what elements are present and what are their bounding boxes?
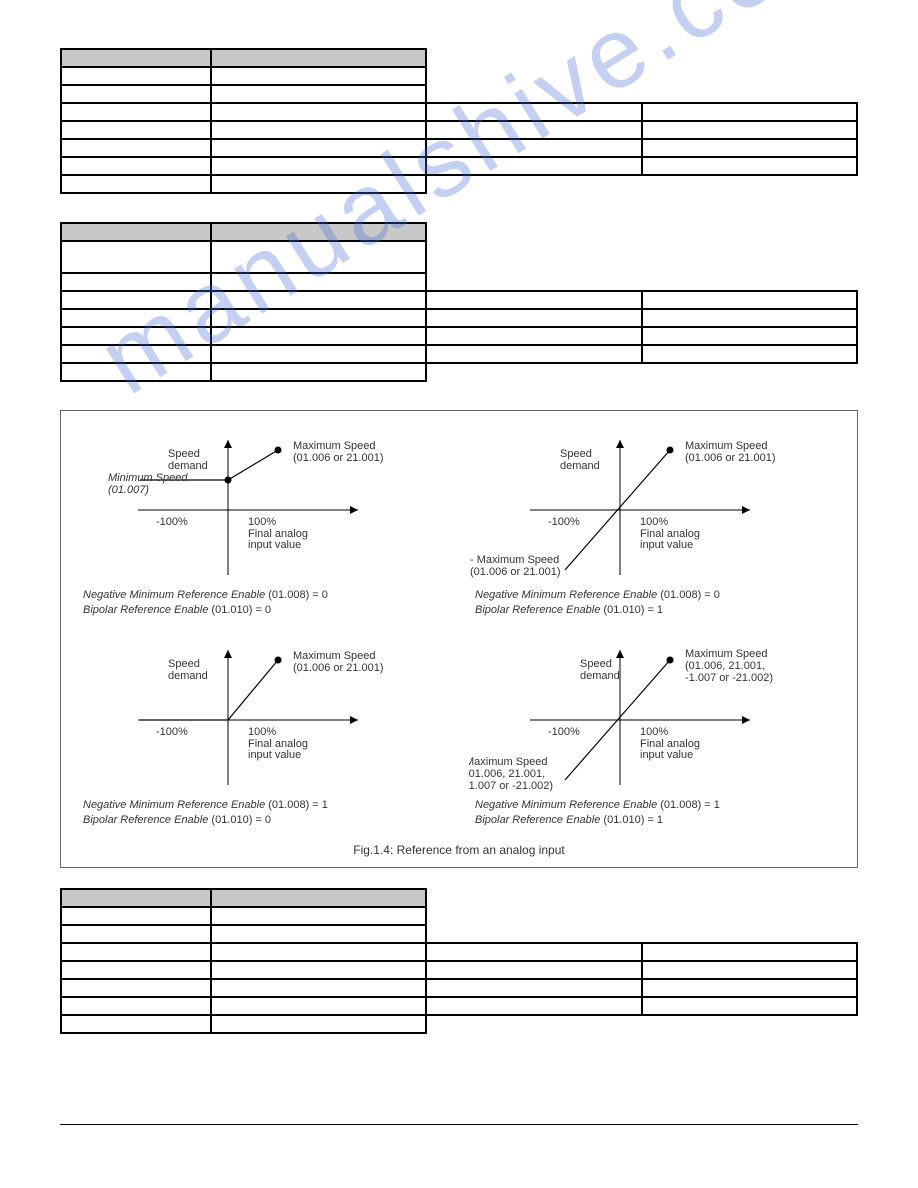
plot-caption: Negative Minimum Reference Enable (01.00… (83, 798, 449, 828)
table-row (61, 175, 857, 193)
table-row (61, 121, 857, 139)
table-row (61, 961, 857, 979)
table-row (61, 889, 857, 907)
speed-demand-label: Speeddemand (560, 448, 600, 472)
max-speed-label: Maximum Speed(01.006, 21.001,-1.007 or -… (685, 648, 773, 684)
min-speed-label: Minimum Speed(01.007) (108, 472, 188, 496)
table-row (61, 907, 857, 925)
table-row (61, 49, 857, 67)
table-row (61, 157, 857, 175)
figure-caption: Fig.1.4: Reference from an analog input (77, 843, 841, 857)
x-neg-label: -100% (156, 726, 188, 738)
speed-demand-label: Speeddemand (580, 658, 620, 682)
x-neg-label: -100% (548, 726, 580, 738)
x-neg-label: -100% (156, 516, 188, 528)
x-pos-label: 100%Final analoginput value (640, 516, 700, 551)
table-row (61, 925, 857, 943)
max-speed-label: Maximum Speed(01.006 or 21.001) (685, 440, 776, 464)
plot-top-right: Speeddemand Maximum Speed(01.006 or 21.0… (469, 425, 841, 625)
speed-demand-label: Speeddemand (168, 658, 208, 682)
neg-max-label: - Maximum Speed(01.006 or 21.001) (470, 554, 561, 578)
plot-bottom-left: Speeddemand Maximum Speed(01.006 or 21.0… (77, 635, 449, 835)
parameter-table-1 (60, 48, 858, 194)
plot-caption: Negative Minimum Reference Enable (01.00… (475, 798, 841, 828)
x-pos-label: 100%Final analoginput value (640, 726, 700, 761)
plot-bottom-right: Speeddemand Maximum Speed(01.006, 21.001… (469, 635, 841, 835)
table-row (61, 979, 857, 997)
table-row (61, 273, 857, 291)
table-row (61, 309, 857, 327)
reference-figure: Speeddemand Maximum Speed(01.006 or 21.0… (60, 410, 858, 868)
parameter-table-3 (60, 888, 858, 1034)
max-speed-label: Maximum Speed(01.006 or 21.001) (293, 650, 384, 674)
speed-demand-label: Speeddemand (168, 448, 208, 472)
max-speed-label: Maximum Speed(01.006 or 21.001) (293, 440, 384, 464)
x-neg-label: -100% (548, 516, 580, 528)
table-row (61, 67, 857, 85)
table-row (61, 345, 857, 363)
x-pos-label: 100%Final analoginput value (248, 726, 308, 761)
table-row (61, 327, 857, 345)
table-row (61, 223, 857, 241)
table-row (61, 1015, 857, 1033)
table-row (61, 997, 857, 1015)
table-row (61, 291, 857, 309)
plot-caption: Negative Minimum Reference Enable (01.00… (475, 588, 841, 618)
table-row (61, 241, 857, 273)
x-pos-label: 100%Final analoginput value (248, 516, 308, 551)
parameter-table-2 (60, 222, 858, 382)
table-row (61, 943, 857, 961)
table-row (61, 363, 857, 381)
table-row (61, 139, 857, 157)
plot-top-left: Speeddemand Maximum Speed(01.006 or 21.0… (77, 425, 449, 625)
table-row (61, 85, 857, 103)
table-row (61, 103, 857, 121)
plot-caption: Negative Minimum Reference Enable (01.00… (83, 588, 449, 618)
neg-max-label: Maximum Speed(01.006, 21.001,-1.007 or -… (469, 756, 553, 792)
footer-rule (60, 1124, 858, 1125)
